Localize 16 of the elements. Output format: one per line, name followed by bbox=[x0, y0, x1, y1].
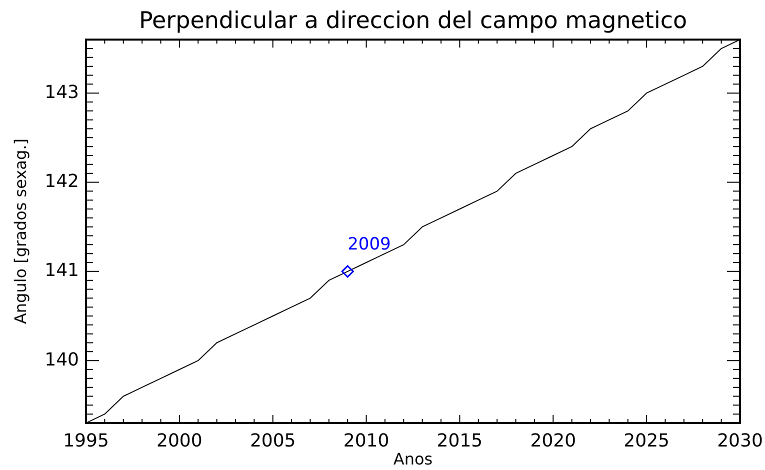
chart-title: Perpendicular a direccion del campo magnetico bbox=[138, 8, 688, 34]
x-tick-label: 1995 bbox=[63, 430, 109, 452]
y-tick-label: 142 bbox=[44, 170, 79, 192]
x-tick-label: 2020 bbox=[530, 430, 576, 452]
y-tick-label: 140 bbox=[44, 349, 79, 370]
annotation: 2009 bbox=[348, 234, 391, 254]
x-tick-label: 2015 bbox=[436, 430, 483, 452]
y-tick-label: 143 bbox=[44, 82, 79, 103]
x-tick-label: 2030 bbox=[717, 430, 763, 452]
x-tick-label: 2005 bbox=[250, 430, 296, 452]
x-tick-label: 2025 bbox=[624, 430, 670, 452]
x-tick-label: 2010 bbox=[343, 430, 390, 452]
x-axis-title: Anos bbox=[393, 450, 433, 469]
y-axis-title: Angulo [grados sexag.] bbox=[10, 138, 30, 324]
x-tick-label: 2000 bbox=[156, 430, 202, 452]
y-tick-label: 141 bbox=[44, 260, 79, 282]
